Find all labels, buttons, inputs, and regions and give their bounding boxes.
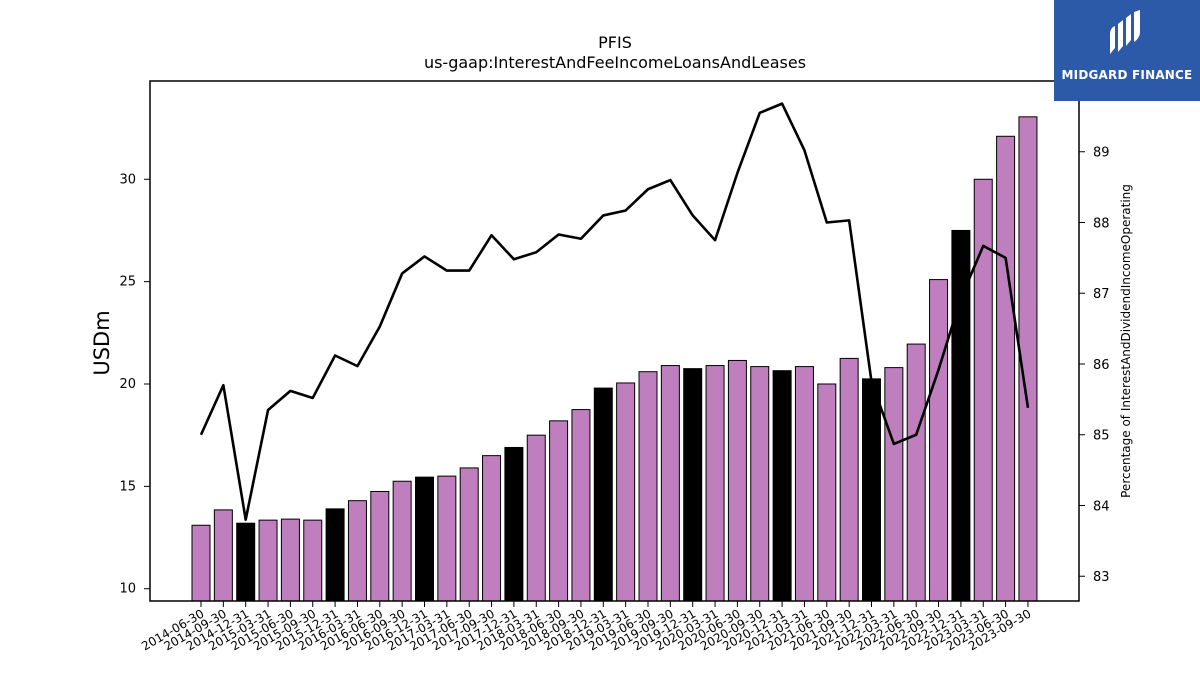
line-series — [199, 102, 1030, 521]
bar-2023-03-31 — [973, 178, 993, 602]
bar-2019-12-31 — [683, 368, 703, 602]
y-axis-left: 10 15 20 25 30 — [119, 172, 150, 597]
y-left-tick-label: 25 — [119, 275, 136, 290]
bar-2014-12-31 — [236, 522, 256, 602]
bar-2023-06-30 — [996, 135, 1016, 602]
bar-2014-09-30 — [213, 509, 233, 602]
bar-2022-06-30 — [906, 343, 926, 602]
bar-2018-06-30 — [549, 420, 569, 602]
bar-2019-03-31 — [616, 382, 636, 602]
y-right-tick-label: 88 — [1093, 216, 1110, 231]
bar-2016-12-31 — [415, 476, 434, 602]
bar-2021-03-31 — [794, 366, 814, 602]
bar-2021-06-30 — [817, 383, 837, 602]
bar-2018-03-31 — [526, 434, 546, 602]
bar-2015-12-31 — [325, 508, 345, 602]
x-axis: 2014-06-302014-09-302014-12-312015-03-31… — [139, 601, 1033, 653]
y-right-tick-label: 85 — [1093, 429, 1110, 444]
bar-2016-09-30 — [392, 480, 412, 602]
logo-mark-icon — [1110, 10, 1140, 54]
bar-2017-06-30 — [459, 467, 479, 602]
y-axis-right-label: Percentage of InterestAndDividendIncomeO… — [1119, 184, 1133, 498]
bar-2018-09-30 — [571, 409, 591, 602]
bar-2015-09-30 — [303, 519, 323, 602]
y-right-tick-label: 89 — [1093, 146, 1110, 161]
brand-name: MIDGARD FINANCE — [1061, 68, 1193, 82]
y-left-tick-label: 30 — [119, 172, 136, 187]
bar-2020-12-31 — [772, 370, 792, 602]
y-left-tick-label: 15 — [119, 479, 136, 494]
y-right-tick-label: 83 — [1093, 570, 1110, 585]
bar-2014-06-30 — [191, 524, 211, 602]
bar-2021-12-31 — [862, 378, 881, 602]
line-layer — [199, 102, 1030, 521]
bar-2020-06-30 — [727, 359, 747, 602]
bar-2015-06-30 — [280, 518, 300, 602]
bar-2019-06-30 — [638, 371, 658, 602]
bar-2017-12-31 — [504, 446, 524, 602]
y-left-tick-label: 20 — [119, 377, 136, 392]
bar-2020-09-30 — [750, 366, 770, 602]
bar-2022-09-30 — [929, 279, 949, 602]
y-right-tick-label: 87 — [1093, 287, 1110, 302]
chart-title: PFIS — [598, 33, 632, 52]
plot-frame — [149, 80, 1080, 602]
bar-2019-09-30 — [660, 365, 680, 602]
bar-2022-03-31 — [884, 367, 904, 602]
y-axis-left-label: USDm — [90, 310, 114, 375]
bar-2015-03-31 — [258, 519, 278, 602]
y-right-tick-label: 86 — [1093, 358, 1110, 373]
bar-2016-03-31 — [347, 500, 367, 602]
bar-2017-03-31 — [437, 475, 457, 602]
y-right-tick-label: 84 — [1093, 499, 1110, 514]
chart-subtitle: us-gaap:InterestAndFeeIncomeLoansAndLeas… — [424, 53, 806, 72]
y-left-tick-label: 10 — [119, 582, 136, 597]
bar-2021-09-30 — [839, 357, 859, 602]
bar-2018-12-31 — [593, 387, 613, 602]
bars-layer — [191, 116, 1038, 602]
bar-2020-03-31 — [705, 365, 725, 602]
y-axis-right: 83 84 85 86 87 88 89 — [1079, 146, 1110, 585]
bar-2017-09-30 — [482, 455, 502, 602]
brand-logo: MIDGARD FINANCE — [1054, 0, 1200, 101]
bar-2016-06-30 — [370, 490, 390, 602]
